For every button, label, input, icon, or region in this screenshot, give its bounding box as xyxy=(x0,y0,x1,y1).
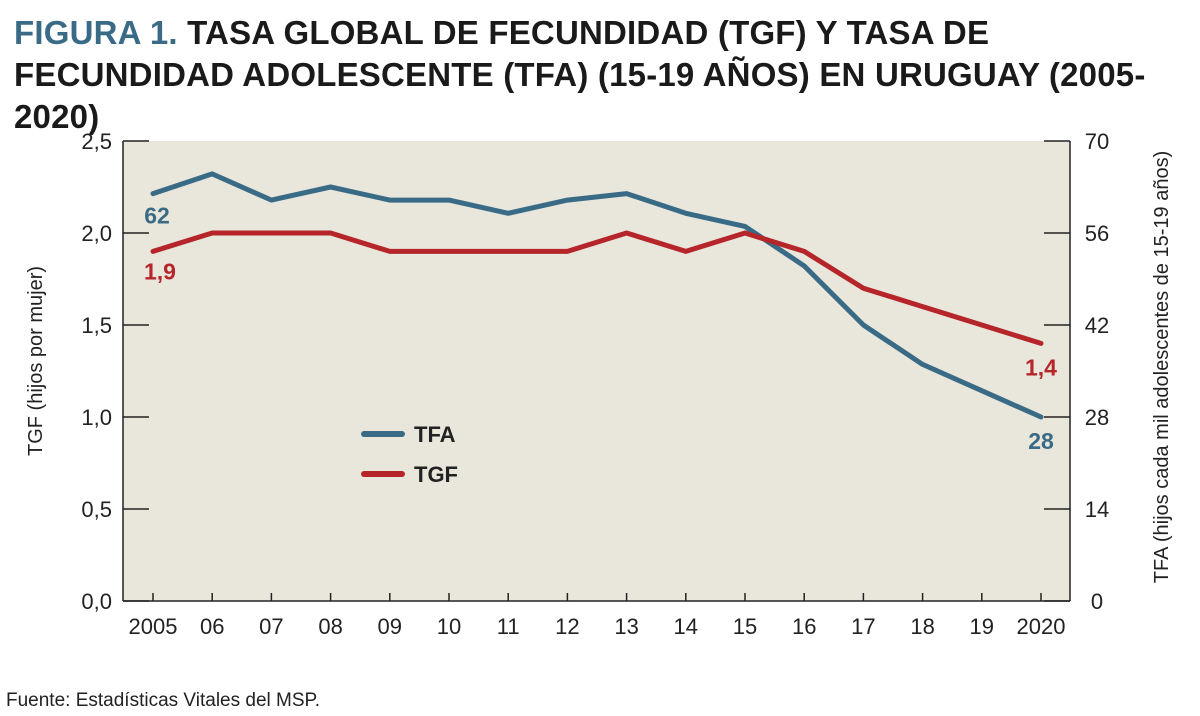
plot-area xyxy=(123,141,1070,601)
right-tick-label: 28 xyxy=(1085,405,1109,430)
right-tick-label: 56 xyxy=(1085,221,1109,246)
x-tick-label: 2020 xyxy=(1017,614,1066,639)
right-axis-label: TFA (hijos cada mil adolescentes de 15-1… xyxy=(1151,151,1173,583)
series-line-tfa xyxy=(150,171,1044,420)
legend-label-tfa: TFA xyxy=(414,422,456,447)
x-tick-label: 06 xyxy=(200,614,224,639)
x-tick-label: 2005 xyxy=(129,614,178,639)
right-tick-label: 70 xyxy=(1085,129,1109,154)
left-tick-label: 2,5 xyxy=(81,129,112,154)
x-tick-label: 19 xyxy=(970,614,994,639)
x-tick-label: 14 xyxy=(674,614,698,639)
right-tick-label: 0 xyxy=(1091,589,1103,614)
series-line-tgf xyxy=(150,230,1044,346)
left-tick-label: 2,0 xyxy=(81,221,112,246)
data-label-tgf-last: 1,4 xyxy=(1025,354,1057,380)
right-tick-label: 42 xyxy=(1085,313,1109,338)
data-label-tfa-first: 62 xyxy=(144,203,170,229)
x-tick-label: 15 xyxy=(733,614,757,639)
left-tick-label: 0,5 xyxy=(81,497,112,522)
right-tick-label: 14 xyxy=(1085,497,1109,522)
figure-number: FIGURA 1. xyxy=(14,14,178,51)
x-tick-label: 10 xyxy=(437,614,461,639)
x-tick-label: 17 xyxy=(851,614,875,639)
source-note: Fuente: Estadísticas Vitales del MSP. xyxy=(6,690,321,711)
x-tick-label: 07 xyxy=(259,614,283,639)
left-axis-label: TGF (hijos por mujer) xyxy=(25,266,47,456)
x-tick-label: 16 xyxy=(792,614,816,639)
legend-label-tgf: TGF xyxy=(414,462,458,487)
x-tick-label: 18 xyxy=(910,614,934,639)
x-tick-label: 12 xyxy=(555,614,579,639)
line-chart: 0,0 0,5 1,0 1,5 2,0 2,5 0 14 28 42 56 70 2005 06 07 08 0… xyxy=(25,129,1173,639)
left-tick-label: 1,5 xyxy=(81,313,112,338)
x-tick-label: 11 xyxy=(497,614,520,639)
data-label-tfa-last: 28 xyxy=(1028,428,1054,454)
left-tick-label: 1,0 xyxy=(81,405,112,430)
left-tick-label: 0,0 xyxy=(81,589,112,614)
x-tick-label: 09 xyxy=(378,614,402,639)
chart-title: FIGURA 1. TASA GLOBAL DE FECUNDIDAD (TGF… xyxy=(14,12,1184,138)
x-tick-label: 13 xyxy=(614,614,638,639)
data-label-tgf-first: 1,9 xyxy=(144,258,176,284)
figure-title: TASA GLOBAL DE FECUNDIDAD (TGF) Y TASA D… xyxy=(14,14,1146,135)
x-tick-label: 08 xyxy=(318,614,342,639)
